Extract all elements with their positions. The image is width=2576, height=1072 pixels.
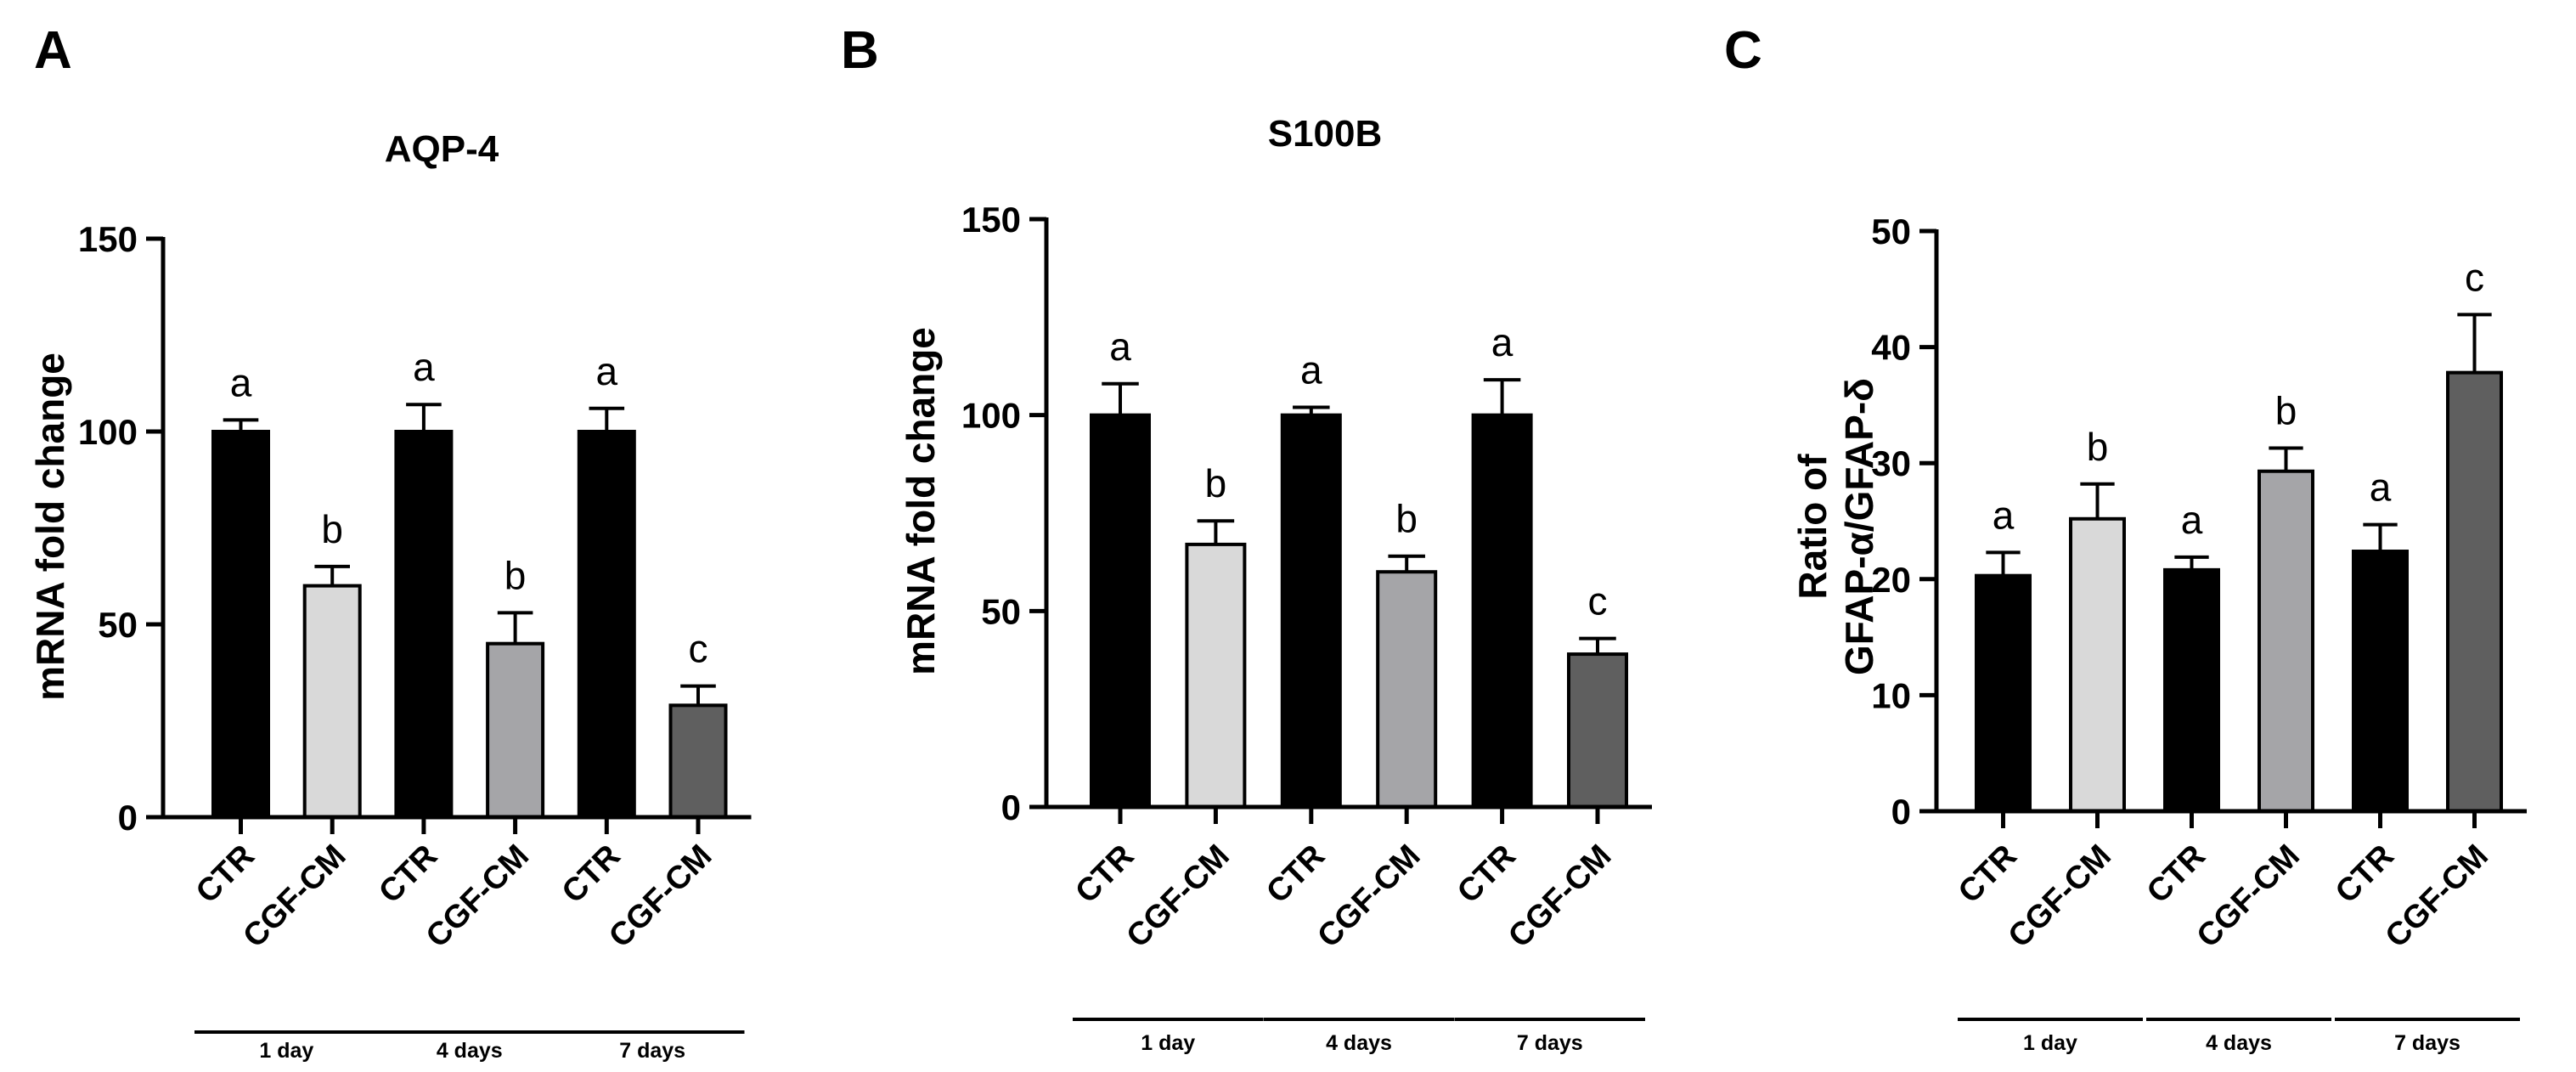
panel-c-bar-4: [2258, 469, 2314, 814]
panel-c-bar-6: [2446, 370, 2503, 814]
panel-a-letter: A: [34, 21, 72, 80]
panel-b-bar-2: [1185, 542, 1247, 809]
panel-c-x-tick-label: CGF-CM: [2002, 838, 2118, 955]
panel-b-bar-5: [1471, 413, 1533, 809]
panel-b-significance-label: b: [1395, 497, 1418, 541]
panel-c-letter: C: [1724, 21, 1762, 80]
panel-c-x-tick-label: CTR: [2329, 838, 2401, 911]
panel-a-group-label: 4 days: [437, 1039, 503, 1063]
panel-b-x-tick-label: CTR: [1451, 838, 1523, 911]
panel-a-bar-3: [394, 430, 454, 819]
panel-a-bar-6: [668, 703, 728, 820]
panel-b-y-axis-label: mRNA fold change: [899, 327, 943, 675]
panel-c-significance-label: a: [2181, 498, 2203, 542]
panel-c-plot-area: a CTR b CGF-CM a CTR b CGF-CM a CTR c CGF-CM 1 day 4 …: [1934, 229, 2527, 1055]
panel-b-y-tick-label: 100: [961, 396, 1021, 436]
panel-a-y-tick-label: 150: [78, 219, 138, 259]
panel-b-y-tick-label: 150: [961, 200, 1021, 240]
panel-a-significance-label: a: [413, 345, 435, 389]
panel-a-x-tick-label: CTR: [189, 838, 262, 911]
panel-b-bar-1: [1090, 413, 1151, 809]
panel-c-x-tick-label: CGF-CM: [2190, 838, 2307, 955]
panel-b-y-tick-label: 0: [1001, 787, 1021, 827]
panel-c-y-tick-label: 0: [1891, 792, 1911, 832]
panel-a-bar-2: [302, 584, 362, 819]
panel-b-x-tick-label: CGF-CM: [1120, 838, 1237, 955]
panel-b-group-label: 7 days: [1517, 1031, 1583, 1055]
panel-a-y-tick-label: 100: [78, 412, 138, 452]
panel-b-x-tick-label: CGF-CM: [1311, 838, 1427, 955]
panel-b-plot-area: a CTR b CGF-CM a CTR b CGF-CM a CTR c CGF-CM 1 day 4 …: [1044, 217, 1652, 1055]
panel-c-x-tick-label: CGF-CM: [2379, 838, 2495, 955]
panel-c-group-label: 4 days: [2206, 1031, 2272, 1055]
panel-a-group-label: 1 day: [259, 1039, 313, 1063]
panel-b: B S100B mRNA fold change 0 50 100 150 a CTR b…: [841, 21, 1652, 1055]
panel-c-y-tick-label: 20: [1871, 560, 1911, 600]
panel-c-significance-label: b: [2087, 425, 2109, 469]
panel-b-bar-3: [1280, 413, 1342, 809]
panel-c-y-axis-label-line2: GFAP-α/GFAP-δ: [1837, 378, 1881, 675]
panel-a-x-tick-label: CTR: [372, 838, 444, 911]
panel-a-plot-area: a CTR b CGF-CM a CTR b CGF-CM a CTR c CGF-CM 1 day 4 …: [161, 237, 752, 1063]
panel-a-significance-label: a: [230, 360, 252, 404]
panel-c-significance-label: a: [2370, 465, 2392, 510]
panel-a-x-tick-label: CGF-CM: [602, 838, 719, 955]
panel-c: C Ratio of GFAP-α/GFAP-δ 0 10 20 30 40 50 a CT…: [1724, 21, 2527, 1055]
panel-c-x-tick-label: CTR: [1952, 838, 2024, 911]
panel-b-significance-label: a: [1491, 320, 1513, 364]
panel-c-bar-3: [2163, 567, 2220, 813]
panel-c-x-tick-label: CTR: [2140, 838, 2212, 911]
panel-c-bar-2: [2069, 516, 2126, 813]
panel-b-group-label: 1 day: [1141, 1031, 1195, 1055]
panel-a-significance-label: b: [321, 507, 343, 551]
panel-c-group-label: 1 day: [2023, 1031, 2077, 1055]
panel-a-x-tick-label: CGF-CM: [236, 838, 352, 955]
panel-a-bar-5: [577, 430, 636, 819]
panel-c-bar-1: [1975, 573, 2032, 814]
panel-b-bar-4: [1376, 570, 1438, 809]
panel-a-y-tick-label: 50: [98, 605, 138, 645]
panel-c-group-label: 7 days: [2394, 1031, 2460, 1055]
panel-b-letter: B: [841, 21, 879, 80]
panel-a-y-tick-label: 0: [118, 798, 138, 838]
panel-c-significance-label: a: [1993, 493, 2015, 537]
panel-a-significance-label: b: [504, 553, 527, 597]
panel-a-title: AQP-4: [385, 128, 499, 170]
panel-b-group-label: 4 days: [1326, 1031, 1392, 1055]
panel-b-x-tick-label: CTR: [1068, 838, 1141, 911]
panel-c-y-axis-label-line1: Ratio of: [1790, 454, 1835, 600]
panel-a: A AQP-4 mRNA fold change 0 50 100 150 a CTR b…: [28, 21, 752, 1063]
panel-c-significance-label: b: [2275, 388, 2297, 432]
panel-c-y-tick-label: 40: [1871, 328, 1911, 368]
panel-b-significance-label: c: [1588, 579, 1608, 623]
panel-c-y-ticks: 0 10 20 30 40 50: [1871, 212, 1936, 832]
panel-a-x-tick-label: CGF-CM: [420, 838, 536, 955]
panel-a-bar-4: [486, 641, 545, 820]
panel-c-significance-label: c: [2465, 255, 2484, 299]
panel-b-significance-label: a: [1300, 347, 1322, 392]
panel-b-y-ticks: 0 50 100 150: [961, 200, 1046, 827]
panel-a-y-ticks: 0 50 100 150: [78, 219, 163, 838]
panel-a-group-label: 7 days: [619, 1039, 685, 1063]
panel-a-bar-1: [211, 430, 270, 819]
panel-c-y-tick-label: 50: [1871, 212, 1911, 251]
panel-a-y-axis-label: mRNA fold change: [28, 353, 72, 701]
panel-b-x-tick-label: CGF-CM: [1502, 838, 1618, 955]
panel-b-title: S100B: [1268, 113, 1383, 155]
panel-c-bar-5: [2352, 550, 2409, 813]
panel-a-x-tick-label: CTR: [555, 838, 628, 911]
panel-b-significance-label: b: [1205, 461, 1227, 505]
panel-a-significance-label: c: [689, 627, 708, 671]
panel-b-bar-6: [1567, 652, 1628, 810]
panel-b-y-tick-label: 50: [981, 591, 1021, 631]
panel-b-x-tick-label: CTR: [1260, 838, 1332, 911]
panel-c-y-tick-label: 10: [1871, 675, 1911, 715]
panel-b-significance-label: a: [1109, 324, 1131, 369]
panel-c-y-tick-label: 30: [1871, 443, 1911, 483]
panel-a-significance-label: a: [596, 349, 618, 393]
